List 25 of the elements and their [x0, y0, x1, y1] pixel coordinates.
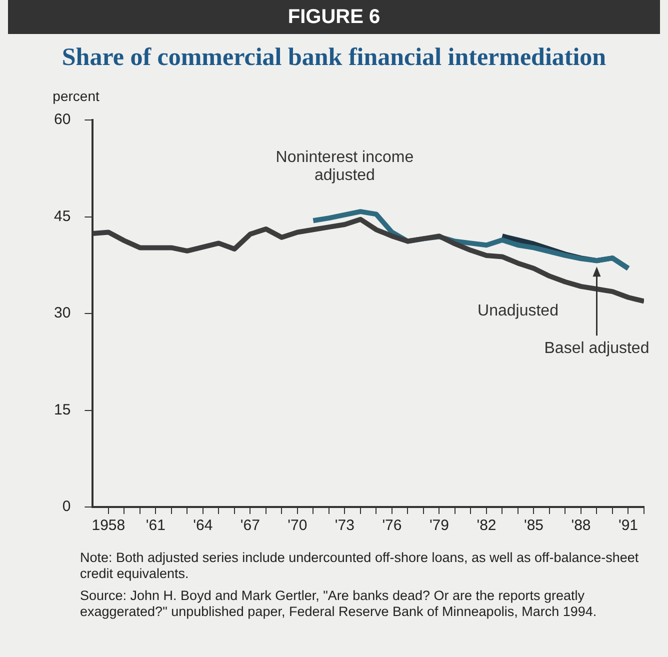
x-tick-label: '79	[429, 517, 450, 534]
y-tick-label: 60	[54, 111, 71, 128]
x-tick-label: '70	[288, 517, 308, 534]
x-tick-label: '85	[524, 517, 544, 534]
y-tick-label: 45	[54, 208, 71, 225]
text: Basel adjusted	[544, 340, 650, 358]
source-note: Source: John H. Boyd and Mark Gertler, "Are banks dead? Or are the reports greatly exaggerated?" unpublished paper, Federal Reserve Bank of Minneapolis, March 1994.	[80, 588, 598, 620]
x-tick-label: '82	[476, 517, 496, 534]
x-tick-label: '61	[146, 517, 166, 534]
x-tick-label: '88	[571, 517, 591, 534]
series-label: Unadjusted	[478, 302, 558, 320]
x-tick-label: '91	[618, 517, 638, 534]
chart-subtitle: Share of commercial bank financial intermediation	[60, 44, 608, 72]
x-tick-label: '76	[382, 517, 402, 534]
y-tick-label: 15	[54, 401, 71, 418]
x-tick-label: 1958	[92, 517, 126, 534]
text: Note: Both adjusted series include undercounted off-shore loans, as well as off-balance-sheet credit equivalents.	[80, 550, 640, 582]
text: Noninterest income adjusted	[276, 149, 414, 184]
y-tick-label: 30	[54, 304, 71, 322]
y-tick-label: 0	[62, 498, 71, 516]
x-tick-label: '67	[240, 517, 260, 534]
y-axis-title: percent	[52, 88, 100, 104]
x-tick-label: '73	[334, 517, 354, 534]
x-tick-label: '64	[193, 517, 213, 534]
chart-title: FIGURE 6	[8, 0, 660, 34]
